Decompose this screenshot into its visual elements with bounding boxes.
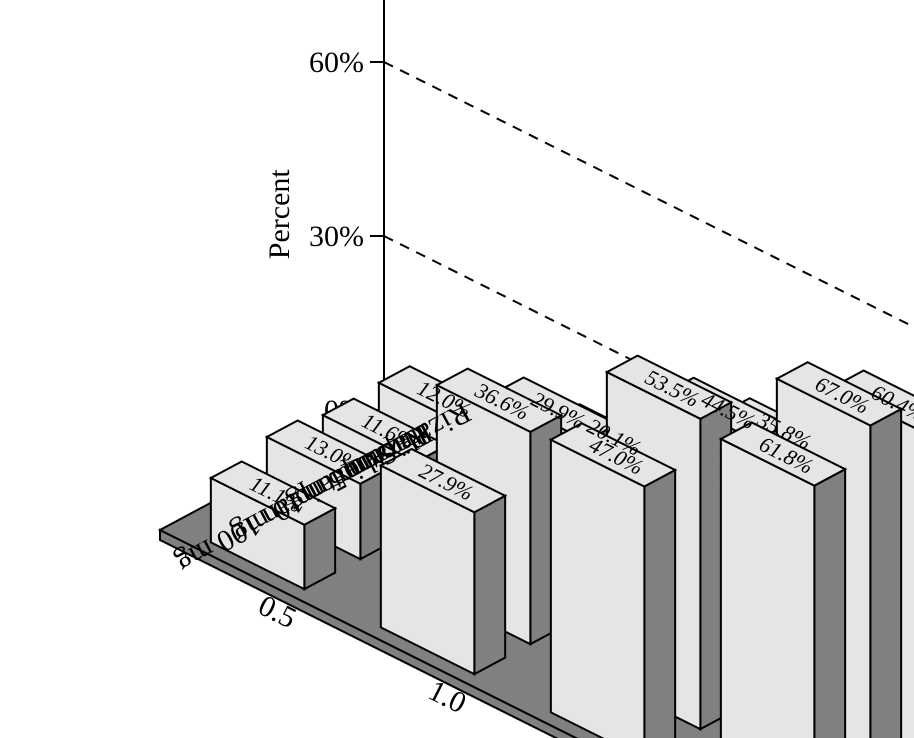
z-tick-label: 60% [309,46,364,79]
bar-side [870,409,901,738]
bar-side [644,470,675,738]
bar-side [474,496,505,674]
bar3d-chart: 0%30%60%12.0%20.1%35.8%40.3%11.6%29.9%44… [0,0,914,738]
y-axis-label: Percent [263,169,296,260]
bar-front [551,440,645,738]
bar-front [721,439,815,738]
bar-side [814,469,845,738]
gridline [384,62,914,402]
z-tick-label: 30% [309,220,364,253]
